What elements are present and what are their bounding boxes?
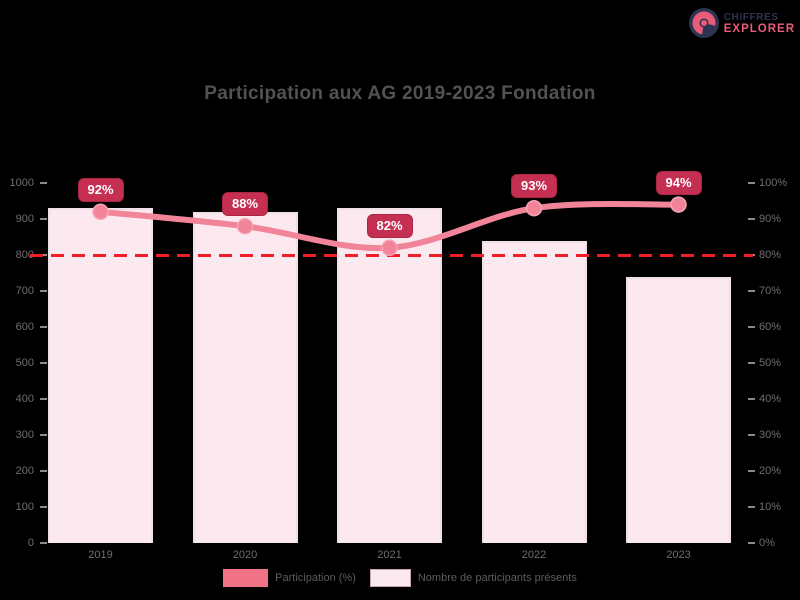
y-axis-right-label: 40%: [759, 393, 782, 405]
y-axis-left-tick: [40, 218, 47, 220]
x-axis-label-2023: 2023: [666, 549, 691, 561]
data-point-2020[interactable]: [236, 217, 254, 235]
y-axis-left-label: 700: [15, 285, 34, 297]
y-axis-left-tick: [40, 506, 47, 508]
y-axis-left-label: 800: [15, 249, 34, 261]
y-axis-right-tick: [748, 290, 755, 292]
bar-2019[interactable]: [48, 208, 153, 543]
y-axis-right-tick: [748, 398, 755, 400]
legend: Participation (%) Nombre de participants…: [0, 569, 800, 587]
y-axis-left-tick: [40, 434, 47, 436]
y-axis-right-tick: [748, 182, 755, 184]
data-point-2022[interactable]: [525, 199, 543, 217]
y-axis-right-tick: [748, 326, 755, 328]
bar-2023[interactable]: [626, 276, 731, 543]
y-axis-left-label: 0: [27, 537, 34, 549]
y-axis-right-label: 20%: [759, 465, 782, 477]
x-axis-label-2021: 2021: [377, 549, 402, 561]
y-axis-right-label: 100%: [759, 177, 788, 189]
y-axis-right-label: 30%: [759, 429, 782, 441]
y-axis-left-tick: [40, 326, 47, 328]
y-axis-left-tick: [40, 362, 47, 364]
y-axis-left-tick: [40, 398, 47, 400]
y-axis-left-tick: [40, 182, 47, 184]
y-axis-right-tick: [748, 470, 755, 472]
y-axis-left-label: 300: [15, 429, 34, 441]
logo-brand-subname: EXPLORER: [723, 22, 795, 35]
data-point-2023[interactable]: [670, 196, 687, 213]
y-axis-right-label: 80%: [759, 249, 782, 261]
legend-label-participation: Participation (%): [275, 572, 356, 584]
y-axis-left-tick: [40, 542, 47, 544]
y-axis-right-label: 60%: [759, 321, 782, 333]
brand-logo: CHIFFRES EXPLORER: [688, 7, 795, 39]
legend-item-participation[interactable]: Participation (%): [223, 569, 356, 587]
y-axis-right-tick: [748, 218, 755, 220]
logo-text: CHIFFRES EXPLORER: [724, 12, 795, 35]
data-label-badge-2020: 88%: [222, 192, 268, 217]
legend-item-participants[interactable]: Nombre de participants présents: [369, 569, 577, 587]
bar-2020[interactable]: [192, 211, 298, 543]
y-axis-left-label: 1000: [9, 177, 34, 189]
logo-brand-name: CHIFFRES: [723, 11, 779, 23]
chart-title: Participation aux AG 2019-2023 Fondation: [204, 83, 596, 104]
y-axis-right-label: 10%: [759, 501, 782, 513]
legend-swatch-line: [223, 569, 269, 587]
y-axis-right-label: 50%: [759, 357, 782, 369]
y-axis-left-label: 500: [15, 357, 34, 369]
y-axis-right-tick: [748, 506, 755, 508]
y-axis-right-label: 0%: [759, 537, 775, 549]
y-axis-left-label: 900: [15, 213, 34, 225]
y-axis-right-label: 90%: [759, 213, 782, 225]
y-axis-right-tick: [748, 542, 755, 544]
y-axis-right-tick: [748, 362, 755, 364]
donut-chart-logo-icon: [688, 8, 719, 38]
y-axis-right-tick: [748, 434, 755, 436]
y-axis-left-label: 600: [15, 321, 34, 333]
data-label-badge-2019: 92%: [77, 177, 124, 202]
data-label-badge-2022: 93%: [511, 174, 557, 199]
y-axis-left-label: 200: [15, 465, 34, 477]
x-axis-label-2019: 2019: [88, 549, 113, 561]
bar-2021[interactable]: [337, 208, 442, 543]
y-axis-left-tick: [40, 290, 47, 292]
y-axis-right-label: 70%: [759, 285, 782, 297]
data-point-2019[interactable]: [92, 203, 109, 221]
x-axis-label-2022: 2022: [521, 549, 547, 561]
legend-swatch-bar: [369, 569, 411, 587]
y-axis-left-label: 400: [15, 393, 34, 405]
y-axis-left-tick: [40, 470, 47, 472]
legend-label-participants: Nombre de participants présents: [417, 572, 577, 584]
data-label-badge-2021: 82%: [366, 213, 413, 238]
data-label-badge-2023: 94%: [655, 170, 702, 195]
y-axis-left-label: 100: [15, 501, 34, 513]
data-point-2021[interactable]: [381, 239, 398, 257]
x-axis-label-2020: 2020: [232, 549, 258, 561]
bar-2022[interactable]: [481, 240, 587, 543]
